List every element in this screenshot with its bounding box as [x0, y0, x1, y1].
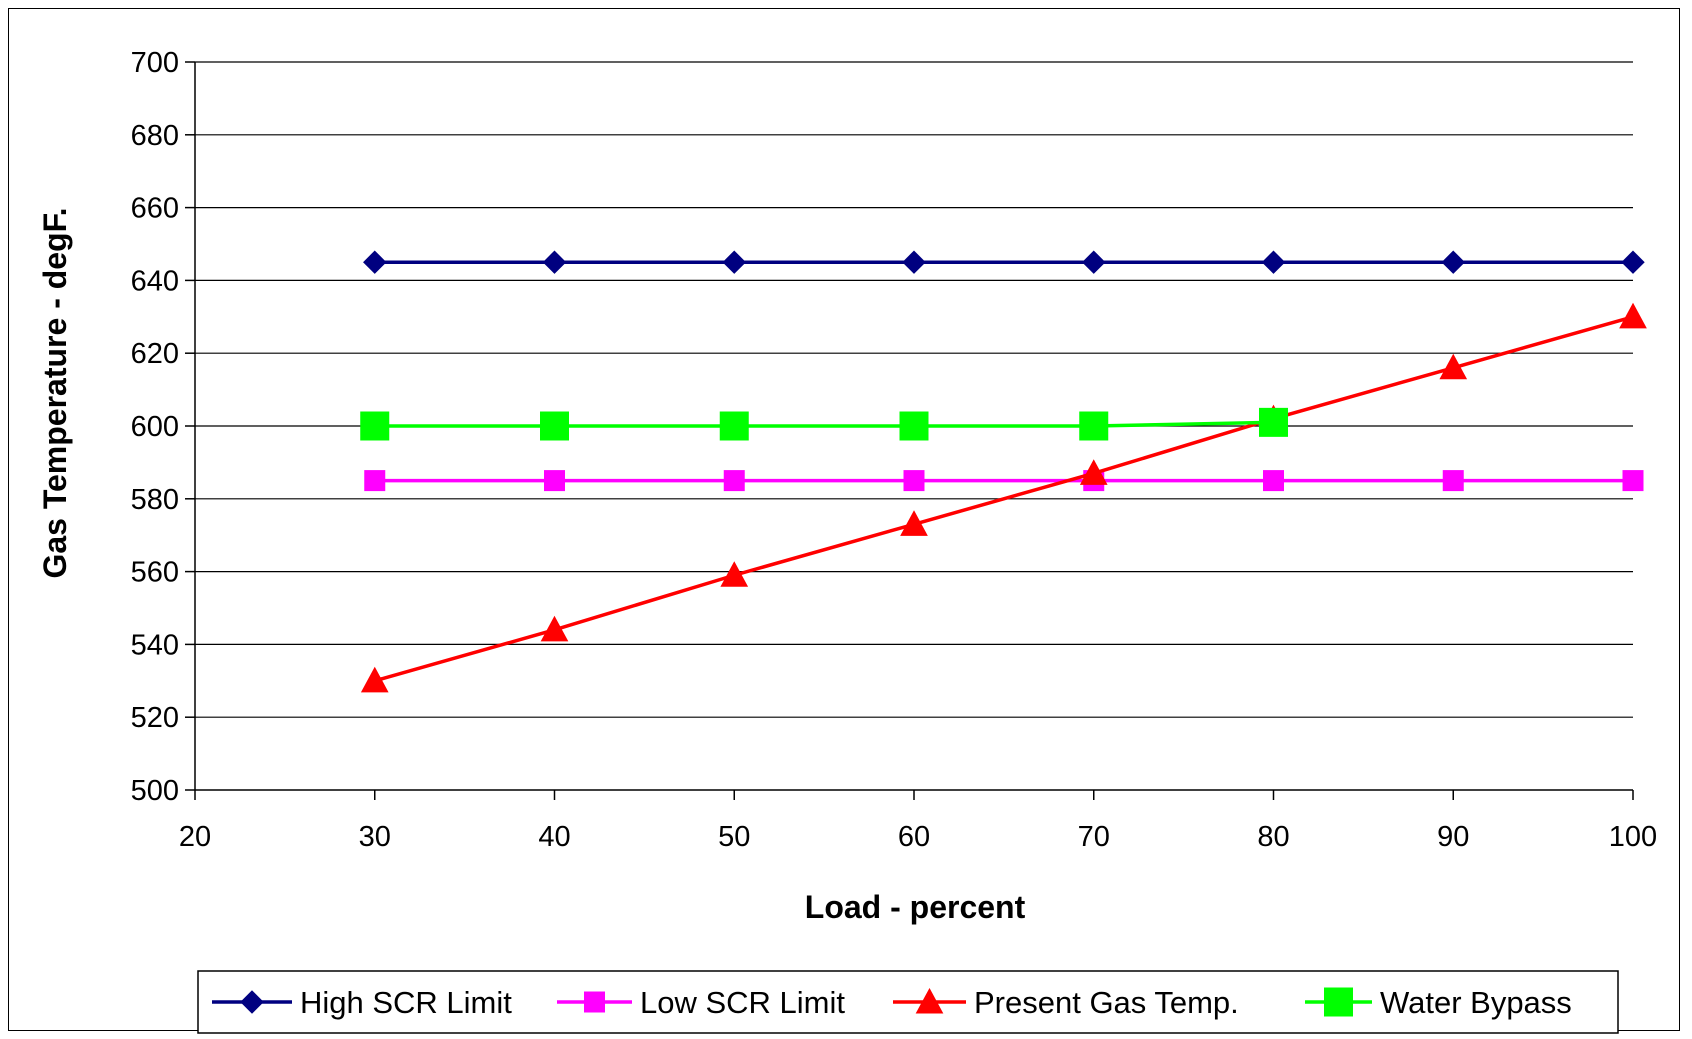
- y-tick-label: 640: [131, 265, 179, 297]
- y-axis-label: Gas Temperature - degF.: [37, 207, 73, 578]
- data-point: [542, 250, 567, 274]
- series-line-2: [374, 315, 1634, 683]
- data-point: [360, 411, 390, 441]
- y-tick-label: 600: [131, 411, 179, 443]
- y-tick-label: 560: [131, 557, 179, 589]
- data-point: [902, 250, 926, 274]
- legend: High SCR Limit Low SCR Limit Present Gas T…: [197, 970, 1619, 1034]
- series-0: [363, 250, 1645, 274]
- x-tick-label: 100: [1609, 821, 1657, 853]
- data-point: [1442, 470, 1464, 492]
- y-tick-label: 660: [131, 193, 179, 225]
- data-point: [720, 561, 749, 587]
- x-tick-label: 50: [718, 821, 750, 853]
- x-tick-label: 60: [898, 821, 930, 853]
- data-point: [1441, 250, 1465, 274]
- data-point: [903, 470, 925, 492]
- data-point: [540, 411, 569, 441]
- x-axis-label: Load - percent: [805, 889, 1026, 925]
- data-point: [723, 470, 745, 492]
- series-2: [360, 302, 1647, 693]
- y-tick-label: 580: [131, 484, 179, 516]
- data-point: [1079, 459, 1108, 485]
- x-tick-label: 70: [1078, 821, 1110, 853]
- data-point: [1439, 353, 1468, 380]
- x-tick-label: 30: [359, 821, 391, 853]
- x-tick-label: 40: [538, 821, 570, 853]
- chart-frame: [8, 8, 1680, 1031]
- data-point: [363, 250, 387, 274]
- series-3: [360, 407, 1288, 441]
- axes: [185, 61, 1634, 800]
- legend-marker: [915, 987, 944, 1014]
- data-point: [1622, 470, 1644, 492]
- y-tick-label: 700: [131, 47, 179, 79]
- y-tick-label: 540: [131, 629, 179, 661]
- x-tick-label: 20: [179, 821, 211, 853]
- data-point: [900, 510, 928, 536]
- legend-label: Present Gas Temp.: [974, 985, 1239, 1020]
- y-tick-label: 620: [131, 338, 179, 370]
- x-tick-labels: 20 30 40 50 60 70 80 90 100: [179, 821, 1657, 853]
- x-tick-label: 80: [1257, 821, 1289, 853]
- data-point: [1261, 250, 1286, 274]
- data-point: [364, 470, 386, 492]
- legend-box: [197, 970, 1619, 1034]
- legend-label: Low SCR Limit: [640, 985, 845, 1020]
- y-tick-label: 520: [131, 702, 179, 734]
- gridlines: [195, 61, 1633, 718]
- data-point: [1082, 250, 1106, 274]
- y-tick-label: 500: [131, 775, 179, 807]
- legend-marker: [584, 991, 605, 1013]
- legend-label: High SCR Limit: [300, 985, 512, 1020]
- series-1: [364, 470, 1644, 492]
- data-point: [1079, 411, 1109, 441]
- legend-label: Water Bypass: [1380, 985, 1572, 1020]
- y-tick-labels: 500 520 540 560 580 600 620 640 660 680 700: [131, 47, 179, 807]
- data-point: [719, 411, 749, 441]
- data-point: [360, 666, 389, 693]
- data-point: [1621, 250, 1645, 274]
- data-point: [1263, 470, 1284, 492]
- x-tick-label: 90: [1437, 821, 1469, 853]
- data-point: [540, 615, 569, 642]
- series-group: [360, 250, 1647, 693]
- legend-marker: [1324, 987, 1353, 1017]
- series-line-3: [374, 420, 1274, 428]
- data-point: [1259, 407, 1288, 437]
- data-point: [1619, 302, 1647, 329]
- data-point: [722, 250, 746, 274]
- data-point: [899, 411, 929, 441]
- data-point: [544, 470, 565, 492]
- y-tick-label: 680: [131, 120, 179, 152]
- legend-marker: [240, 990, 264, 1014]
